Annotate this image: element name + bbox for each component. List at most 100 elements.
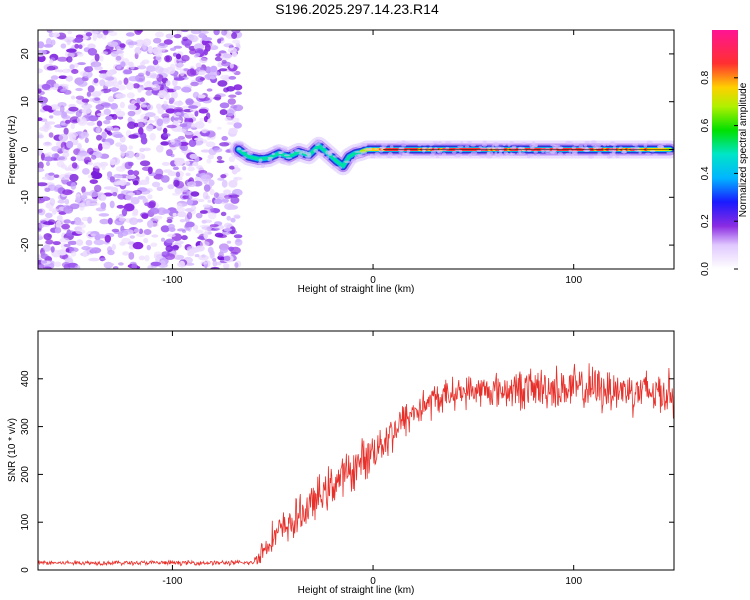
signal-scatter [591,144,597,147]
signal-scatter [568,149,572,153]
signal-scatter [258,158,263,163]
signal-scatter [618,146,623,149]
noise-blob [165,238,175,244]
noise-blob [96,112,106,117]
noise-blob [77,143,82,150]
snr-y-tick-label: 300 [20,418,31,435]
signal-scatter [509,141,515,145]
signal-scatter [595,144,601,148]
noise-blob [227,47,238,54]
noise-blob [79,71,89,77]
noise-blob [226,215,231,221]
noise-blob [95,127,101,133]
noise-blob [192,161,199,167]
noise-blob [69,133,77,142]
noise-blob [107,217,113,225]
noise-blob [94,184,102,193]
noise-blob [161,237,165,242]
signal-scatter [608,148,614,152]
noise-blob [163,127,168,134]
noise-blob [47,176,55,181]
noise-blob [45,212,53,218]
noise-blob [106,171,113,178]
signal-scatter [610,142,615,145]
signal-scatter [354,150,362,153]
noise-blob [223,228,233,232]
noise-blob [46,30,53,33]
noise-blob [71,69,79,74]
noise-blob [199,117,205,122]
signal-scatter [260,151,267,156]
signal-scatter [404,141,410,145]
noise-blob [81,246,91,251]
signal-scatter [533,150,538,154]
noise-blob [173,157,185,162]
noise-blob [155,66,164,74]
noise-blob [123,203,135,212]
noise-blob [49,59,54,64]
noise-blob [228,156,236,163]
noise-blob [69,64,75,70]
spectrogram-y-tick-label: 0 [20,146,31,152]
noise-blob [76,239,84,246]
noise-blob [65,75,74,82]
noise-blob [230,217,236,223]
noise-blob [176,202,183,209]
noise-blob [127,121,136,129]
signal-scatter [625,154,631,157]
noise-blob [151,84,161,91]
signal-scatter [612,145,617,150]
noise-blob [38,233,42,238]
signal-scatter [606,143,610,146]
noise-blob [223,255,231,261]
noise-blob [173,179,180,187]
noise-blob [159,259,166,267]
noise-blob [117,84,126,91]
noise-blob [165,66,176,75]
signal-scatter [432,141,438,144]
signal-scatter [336,166,342,170]
noise-blob [199,210,208,214]
noise-blob [68,106,79,112]
noise-blob [42,124,52,131]
colorbar-label: Normalized spectral amplitude [738,82,749,217]
noise-blob [49,104,61,110]
noise-blob [110,103,118,110]
noise-blob [201,37,213,41]
noise-blob [233,122,242,129]
signal-scatter [306,147,311,151]
noise-blob [188,105,199,109]
noise-blob [103,108,111,115]
noise-blob [123,69,133,75]
noise-blob [38,182,48,187]
noise-blob [103,120,111,125]
noise-blob [219,102,230,109]
noise-blob [115,110,126,118]
noise-blob [65,248,70,253]
noise-blob [81,98,90,103]
noise-blob [94,66,103,71]
noise-blob [91,172,103,180]
signal-scatter [401,144,407,147]
signal-scatter [429,153,435,157]
noise-blob [50,75,59,80]
noise-blob [192,91,200,99]
signal-scatter [421,142,428,146]
noise-blob [38,223,44,229]
noise-blob [171,192,180,196]
noise-blob [80,131,89,138]
noise-blob [229,226,236,235]
noise-blob [177,228,186,232]
signal-scatter [584,148,591,152]
noise-blob [190,205,197,210]
noise-blob [70,182,77,190]
noise-blob [38,263,45,269]
noise-blob [75,228,86,235]
snr-x-tick-label: -100 [162,576,182,587]
noise-blob [52,32,60,38]
signal-scatter [360,151,367,155]
signal-scatter [521,141,527,145]
signal-scatter [405,152,409,157]
noise-blob [115,175,123,179]
signal-scatter [527,153,535,157]
